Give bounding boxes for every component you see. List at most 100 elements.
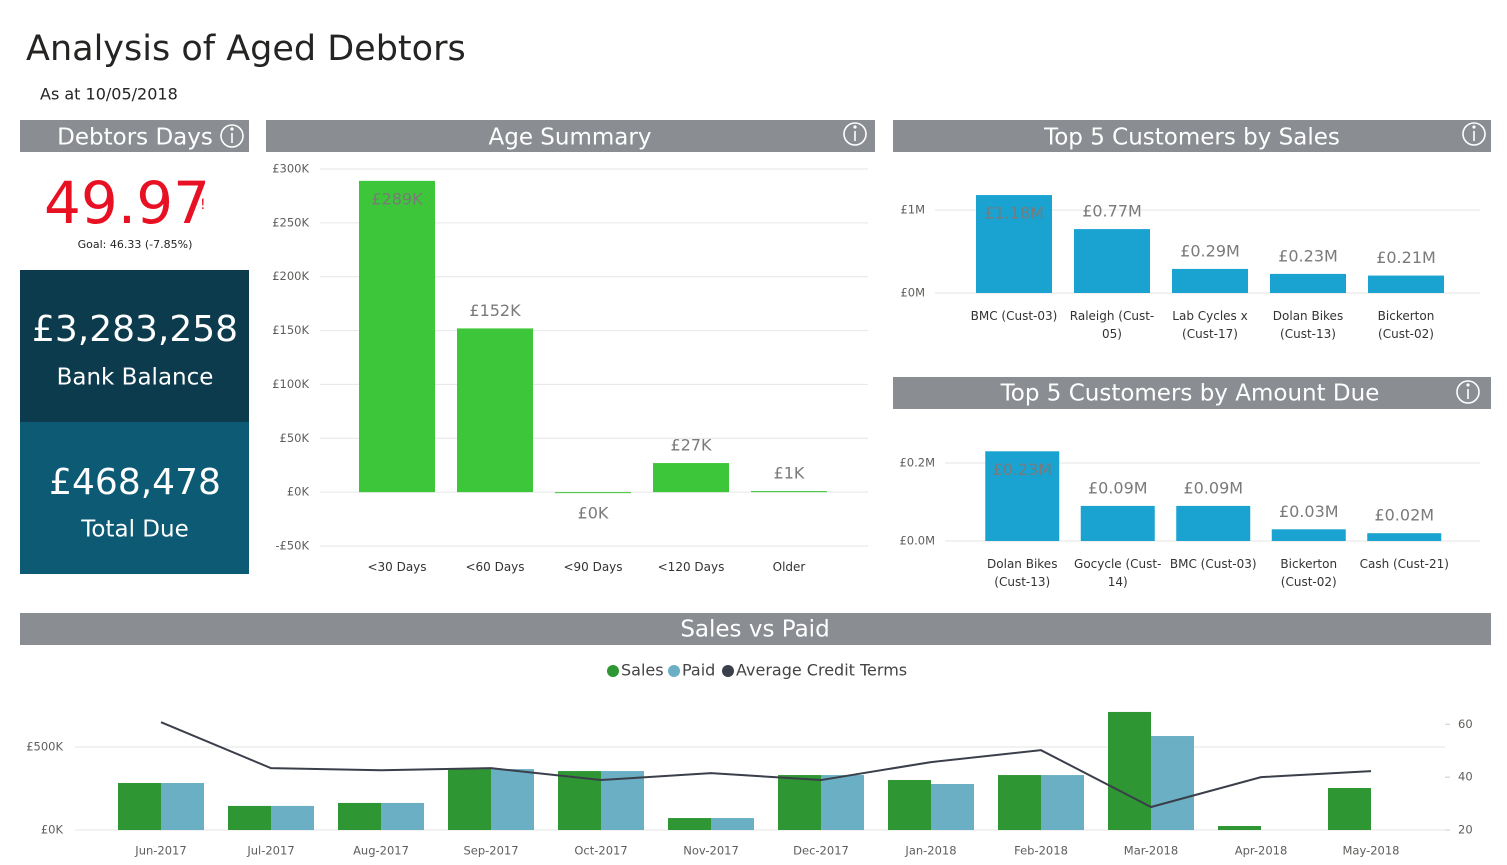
x-tick-label: Sep-2017 [463, 844, 518, 858]
bar [985, 451, 1060, 541]
legend-marker [722, 665, 734, 677]
data-label: £0.23M [992, 460, 1052, 479]
bar [1328, 787, 1371, 830]
data-label: £289K [371, 189, 423, 208]
x-tick-label: Dolan Bikes (Cust-13) [987, 557, 1058, 589]
x-tick-label: Oct-2017 [574, 844, 627, 858]
card-label: Total Due [80, 517, 188, 543]
bar [1074, 229, 1150, 293]
info-icons [220, 122, 1486, 404]
bar [778, 775, 821, 830]
bar [1176, 505, 1251, 541]
x-tick-label: Aug-2017 [353, 844, 409, 858]
y-tick-label: £50K [280, 431, 310, 445]
data-label: £0.03M [1279, 502, 1339, 521]
x-tick-label-box: Bickerton (Cust-02) [1377, 309, 1435, 341]
bar [448, 769, 491, 830]
page-subtitle: As at 10/05/2018 [40, 85, 178, 104]
kpi-alert: ! [200, 197, 206, 213]
x-tick-label: Jan-2018 [904, 844, 956, 858]
page-title: Analysis of Aged Debtors [26, 29, 466, 69]
info-icon[interactable] [220, 124, 244, 148]
x-tick-label: Bickerton (Cust-02) [1377, 309, 1435, 341]
bar [1080, 505, 1155, 541]
legend-marker [668, 665, 680, 677]
x-tick-label: May-2018 [1343, 844, 1400, 858]
x-tick-label-box: Raleigh (Cust-05) [1069, 309, 1155, 341]
panel-header [893, 120, 1491, 152]
y-tick-label: £0M [900, 286, 925, 300]
bar [1367, 533, 1442, 541]
chart-title: Top 5 Customers by Sales [1043, 125, 1340, 151]
line [160, 721, 1372, 809]
x-tick-label: <120 Days [657, 560, 725, 574]
y-tick-label: £300K [272, 162, 309, 176]
bar [888, 780, 931, 830]
bar [1271, 529, 1346, 541]
legend-label: Paid [682, 661, 715, 680]
data-label: £0.77M [1082, 202, 1142, 221]
panel-header [20, 120, 249, 152]
bar [821, 775, 864, 830]
bar [1172, 268, 1248, 293]
x-tick-label: Cash (Cust-21) [1359, 557, 1449, 571]
y2-tick-label: 40 [1458, 770, 1473, 784]
bar [976, 195, 1052, 293]
x-tick-label-box: Gocycle (Cust-14) [1074, 557, 1161, 589]
bar [271, 805, 314, 830]
data-label: £0.29M [1180, 241, 1240, 260]
y2-tick-label: 60 [1458, 717, 1473, 731]
bar [359, 180, 435, 493]
info-icon[interactable] [1462, 122, 1486, 146]
x-tick-label: <90 Days [563, 560, 623, 574]
bar [751, 491, 827, 493]
x-tick-label-box: Older [773, 560, 806, 574]
data-label: £152K [469, 301, 521, 320]
x-tick-label: Mar-2018 [1124, 844, 1178, 858]
bar [1041, 775, 1084, 830]
data-label: £0.23M [1278, 246, 1338, 265]
x-tick-label-box: <60 Days [465, 560, 524, 574]
info-icon[interactable] [1456, 380, 1480, 404]
x-tick-label: Dec-2017 [793, 844, 849, 858]
card-value: £3,283,258 [32, 309, 238, 350]
y-tick-label: -£50K [275, 539, 309, 553]
x-tick-label: Dolan Bikes (Cust-13) [1272, 309, 1344, 341]
chart-title: Sales vs Paid [680, 617, 829, 643]
legend-label: Average Credit Terms [736, 661, 907, 680]
x-tick-label: Apr-2018 [1235, 844, 1288, 858]
x-tick-label-box: <90 Days [563, 560, 623, 574]
panel-header [893, 377, 1491, 409]
x-tick-label-box: Dolan Bikes (Cust-13) [987, 557, 1058, 589]
bar [1218, 826, 1261, 830]
x-tick-label: Raleigh (Cust-05) [1069, 309, 1155, 341]
y-tick-label: £0K [287, 485, 310, 499]
chart-title: Top 5 Customers by Amount Due [1000, 381, 1380, 407]
info-icon[interactable] [843, 122, 867, 146]
bar [491, 769, 534, 830]
bar [558, 771, 601, 830]
panel-header [20, 613, 1491, 645]
bar [711, 818, 754, 830]
data-label: £1.18M [984, 204, 1044, 223]
x-tick-label-box: <30 Days [367, 560, 427, 574]
bar [338, 802, 381, 830]
bar [1368, 275, 1444, 293]
x-tick-label: Jul-2017 [246, 844, 294, 858]
x-tick-label-box: Cash (Cust-21) [1359, 557, 1449, 571]
x-tick-label-box: BMC (Cust-03) [1170, 557, 1257, 571]
x-tick-label: <30 Days [367, 560, 427, 574]
y-tick-label: £500K [26, 739, 63, 753]
kpi-card [20, 422, 249, 574]
x-tick-label: Lab Cycles x (Cust-17) [1172, 309, 1248, 341]
kpi-goal: Goal: 46.33 (-7.85%) [78, 238, 193, 251]
y-tick-label: £0.2M [899, 456, 935, 470]
data-label: £0.21M [1376, 248, 1436, 267]
x-tick-label: Nov-2017 [683, 844, 739, 858]
x-tick-label-box: <120 Days [657, 560, 725, 574]
bar [653, 463, 729, 493]
y-tick-label: £150K [272, 323, 309, 337]
panel-title: Debtors Days [57, 125, 213, 151]
kpi-value: 49.97 [44, 169, 210, 237]
data-label: £27K [670, 436, 712, 455]
